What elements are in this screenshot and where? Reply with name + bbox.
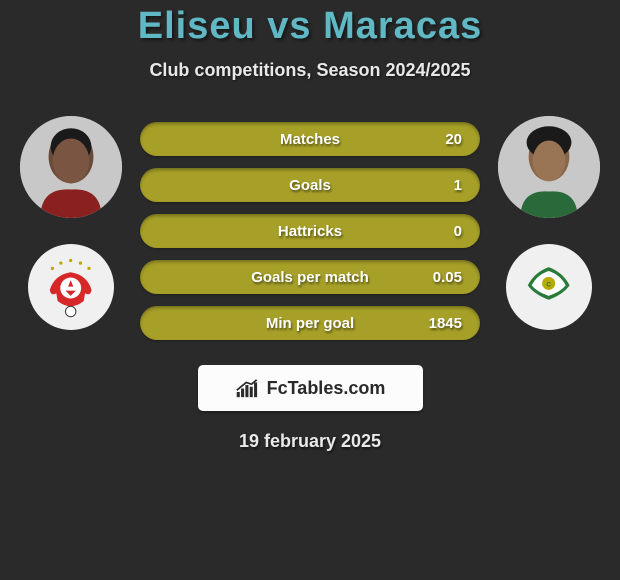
club-right-badge: C [506,244,592,330]
content-row: Matches 20 Goals 1 Hattricks 0 Goals per… [0,116,620,340]
bar-label: Goals [289,177,331,194]
bar-right-value: 1845 [429,315,462,332]
svg-text:C: C [547,282,552,289]
infographic-container: Eliseu vs Maracas Club competitions, Sea… [0,0,620,452]
bar-label: Hattricks [278,223,342,240]
moreirense-crest-icon: C [516,254,581,319]
benfica-crest-icon [38,254,103,319]
bar-label: Min per goal [266,315,354,332]
player-right-avatar [498,116,600,218]
page-title: Eliseu vs Maracas [0,5,620,48]
subtitle: Club competitions, Season 2024/2025 [0,60,620,81]
person-icon [498,116,600,218]
date-text: 19 february 2025 [0,431,620,452]
right-column: C [498,116,600,330]
brand-badge: FcTables.com [198,365,423,411]
left-column [20,116,122,330]
bar-min-per-goal: Min per goal 1845 [140,306,480,340]
club-left-badge [28,244,114,330]
person-icon [20,116,122,218]
bar-right-value: 0 [454,223,462,240]
brand-text: FcTables.com [267,378,386,399]
player-left-avatar [20,116,122,218]
bar-goals: Goals 1 [140,168,480,202]
bar-right-value: 20 [445,131,462,148]
bar-hattricks: Hattricks 0 [140,214,480,248]
bar-right-value: 1 [454,177,462,194]
bar-label: Matches [280,131,340,148]
bar-label: Goals per match [251,269,369,286]
bar-right-value: 0.05 [433,269,462,286]
bar-matches: Matches 20 [140,122,480,156]
chart-icon [235,378,261,399]
stat-bars: Matches 20 Goals 1 Hattricks 0 Goals per… [140,116,480,340]
bar-goals-per-match: Goals per match 0.05 [140,260,480,294]
